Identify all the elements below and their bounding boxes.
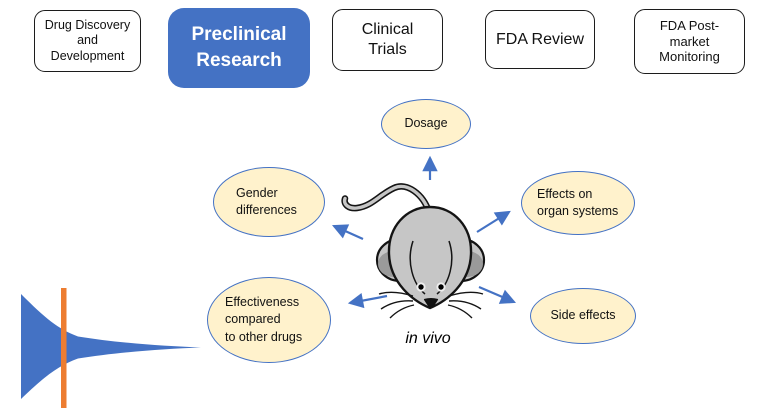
stage-clinical-trials: Clinical Trials — [332, 9, 443, 71]
arrow-to-gender-differences — [331, 224, 364, 241]
mouse-icon — [341, 183, 486, 319]
stage-drug-discovery: Drug Discovery and Development — [34, 10, 141, 72]
mouse-tail-core — [342, 184, 431, 214]
mouse-eyes — [416, 282, 446, 292]
funnel-cutoff-line — [61, 288, 67, 408]
bubble-effects-organ-systems: Effects on organ systems — [521, 171, 635, 235]
stage-fda-review: FDA Review — [485, 10, 595, 69]
stage-fda-postmarket-monitoring: FDA Post- market Monitoring — [634, 9, 745, 74]
bubble-gender-differences: Gender differences — [213, 167, 325, 237]
arrow-to-effects-organ-systems — [476, 210, 511, 233]
in-vivo-label: in vivo — [405, 330, 451, 347]
mouse-nose — [423, 298, 439, 308]
bubble-effectiveness-comparison: Effectiveness compared to other drugs — [207, 277, 331, 363]
arrow-to-side-effects — [478, 285, 517, 304]
bubble-dosage: Dosage — [381, 99, 471, 149]
mouse-head — [387, 205, 473, 310]
arrow-to-effectiveness — [347, 292, 388, 309]
funnel-shape — [21, 294, 201, 399]
mindmap-arrows — [331, 155, 517, 309]
mouse-whiskers — [378, 291, 484, 319]
stage-preclinical-research: Preclinical Research — [168, 8, 310, 88]
bubble-side-effects: Side effects — [530, 288, 636, 344]
